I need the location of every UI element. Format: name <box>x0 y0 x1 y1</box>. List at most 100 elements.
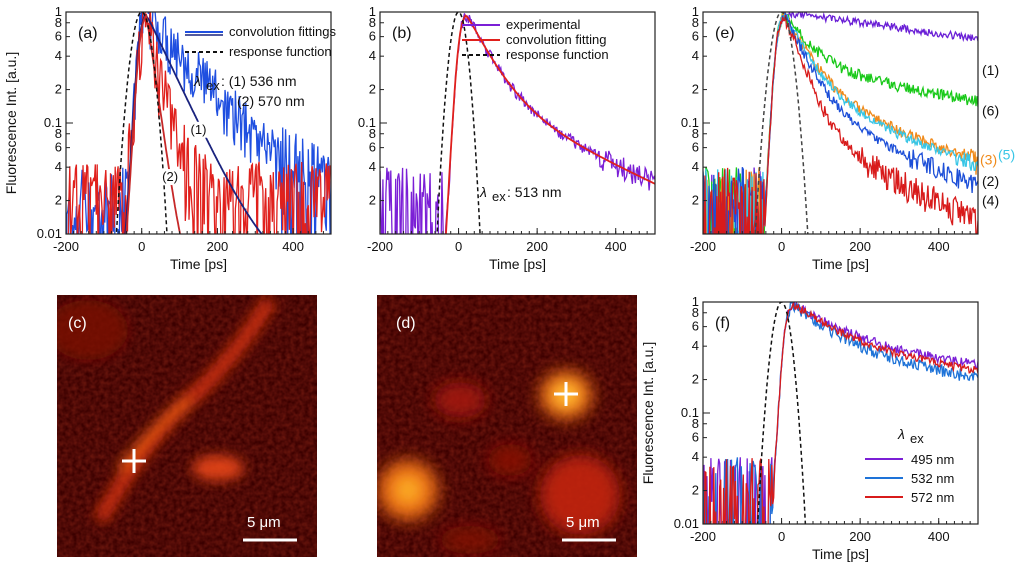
curve-label-bg-a-0 <box>186 121 211 138</box>
y-tick-label-e-3: 8 <box>692 126 699 141</box>
y-tick-label-e-5: 2 <box>692 82 699 97</box>
y-tick-label-a-6: 2 <box>55 82 62 97</box>
y-tick-label-b-8: 8 <box>369 15 376 30</box>
x-tick-label-b-2: 200 <box>526 239 548 254</box>
image-panel-c: (c) 5 μm <box>57 295 317 557</box>
y-tick-label-f-8: 6 <box>692 319 699 334</box>
curve-label-e-0: (1) <box>982 62 999 78</box>
x-tick-label-f-2: 200 <box>849 529 871 544</box>
y-tick-label-a-0: 0.01 <box>37 226 62 241</box>
series-a-1 <box>67 12 331 234</box>
y-tick-label-a-8: 6 <box>55 29 62 44</box>
cross-marker-d <box>554 382 578 406</box>
curve-label-bg-a-1 <box>158 169 183 186</box>
y-tick-label-f-6: 2 <box>692 372 699 387</box>
legend-title-f: λ <box>897 426 905 442</box>
x-tick-label-e-0: -200 <box>690 239 716 254</box>
y-tick-label-f-1: 2 <box>692 483 699 498</box>
y-tick-label-f-2: 4 <box>692 449 699 464</box>
plot-area-f <box>703 302 978 524</box>
series-e-3 <box>703 13 978 234</box>
y-axis-label-a: Fluorescence Int. [a.u.] <box>3 52 19 194</box>
x-tick-label-e-3: 400 <box>928 239 950 254</box>
legend-label-b-1: convolution fitting <box>506 32 606 47</box>
y-tick-label-f-10: 1 <box>692 294 699 309</box>
x-axis-label-f: Time [ps] <box>812 546 869 562</box>
excitation-lambda-a: λ <box>193 73 201 89</box>
x-axis-label-a: Time [ps] <box>170 256 227 272</box>
legend-label-b-0: experimental <box>506 17 581 32</box>
cross-marker-c <box>122 449 146 473</box>
panel-label-d: (d) <box>396 315 416 332</box>
y-tick-label-f-0: 0.01 <box>674 516 699 531</box>
plot-area-b <box>380 12 655 234</box>
y-tick-label-e-0: 2 <box>692 193 699 208</box>
legend-label-f-1: 532 nm <box>911 471 954 486</box>
curve-label-e-4: (2) <box>982 173 999 189</box>
curve-label-a-1: (2) <box>162 169 178 184</box>
x-tick-label-a-0: -200 <box>53 239 79 254</box>
x-tick-label-f-0: -200 <box>690 529 716 544</box>
panel-label-f: (f) <box>715 315 730 332</box>
legend-title-sub-f: ex <box>910 431 924 446</box>
scale-bar-label-d: 5 μm <box>566 514 600 531</box>
y-tick-label-b-1: 4 <box>369 159 376 174</box>
y-tick-label-f-5: 0.1 <box>681 405 699 420</box>
y-tick-label-e-8: 8 <box>692 15 699 30</box>
legend-label-a-1: response function <box>229 44 332 59</box>
plot-area-e <box>703 12 978 234</box>
y-tick-label-b-2: 6 <box>369 140 376 155</box>
excitation-line-a-0: : (1) 536 nm <box>221 73 296 89</box>
panel-label-c: (c) <box>68 315 87 332</box>
y-tick-label-a-1: 2 <box>55 193 62 208</box>
y-tick-label-b-6: 4 <box>369 48 376 63</box>
y-tick-label-f-4: 8 <box>692 416 699 431</box>
x-tick-label-b-0: -200 <box>367 239 393 254</box>
y-tick-label-a-9: 8 <box>55 15 62 30</box>
scale-bar-label-c: 5 μm <box>247 514 281 531</box>
x-tick-label-b-3: 400 <box>605 239 627 254</box>
y-axis-label-f: Fluorescence Int. [a.u.] <box>640 342 656 484</box>
y-tick-label-e-6: 4 <box>692 48 699 63</box>
legend-label-f-2: 572 nm <box>911 490 954 505</box>
y-tick-label-a-3: 6 <box>55 140 62 155</box>
y-tick-label-f-7: 4 <box>692 338 699 353</box>
panel-label-a: (a) <box>78 25 98 42</box>
series-e-1 <box>703 12 978 234</box>
curve-label-e-3: (5) <box>998 146 1015 162</box>
x-tick-label-f-1: 0 <box>778 529 785 544</box>
y-tick-label-a-7: 4 <box>55 48 62 63</box>
series-e-2 <box>703 12 978 234</box>
panel-label-b: (b) <box>392 25 412 42</box>
y-tick-label-f-9: 8 <box>692 305 699 320</box>
series-f-2 <box>703 302 978 524</box>
y-tick-label-b-5: 2 <box>369 82 376 97</box>
x-tick-label-a-1: 0 <box>138 239 145 254</box>
panel-label-e: (e) <box>715 25 735 42</box>
x-tick-label-a-3: 400 <box>282 239 304 254</box>
x-tick-label-f-3: 400 <box>928 529 950 544</box>
series-b-1 <box>445 14 655 234</box>
y-tick-label-e-2: 6 <box>692 140 699 155</box>
x-axis-label-e: Time [ps] <box>812 256 869 272</box>
image-panel-d: (d) 5 μm <box>377 295 637 557</box>
y-tick-label-b-3: 8 <box>369 126 376 141</box>
x-tick-label-e-2: 200 <box>849 239 871 254</box>
y-tick-label-e-9: 1 <box>692 4 699 19</box>
excitation-sub-b: ex <box>492 189 506 204</box>
excitation-line-b-0: : 513 nm <box>507 184 561 200</box>
legend-label-b-2: response function <box>506 47 609 62</box>
y-tick-label-e-4: 0.1 <box>681 115 699 130</box>
series-e-5 <box>703 14 978 234</box>
curve-label-e-1: (6) <box>982 102 999 118</box>
y-tick-label-a-10: 1 <box>55 4 62 19</box>
y-tick-label-a-4: 8 <box>55 126 62 141</box>
y-tick-label-b-7: 6 <box>369 29 376 44</box>
y-tick-label-a-5: 0.1 <box>44 115 62 130</box>
y-tick-label-f-3: 6 <box>692 430 699 445</box>
legend-label-f-0: 495 nm <box>911 452 954 467</box>
